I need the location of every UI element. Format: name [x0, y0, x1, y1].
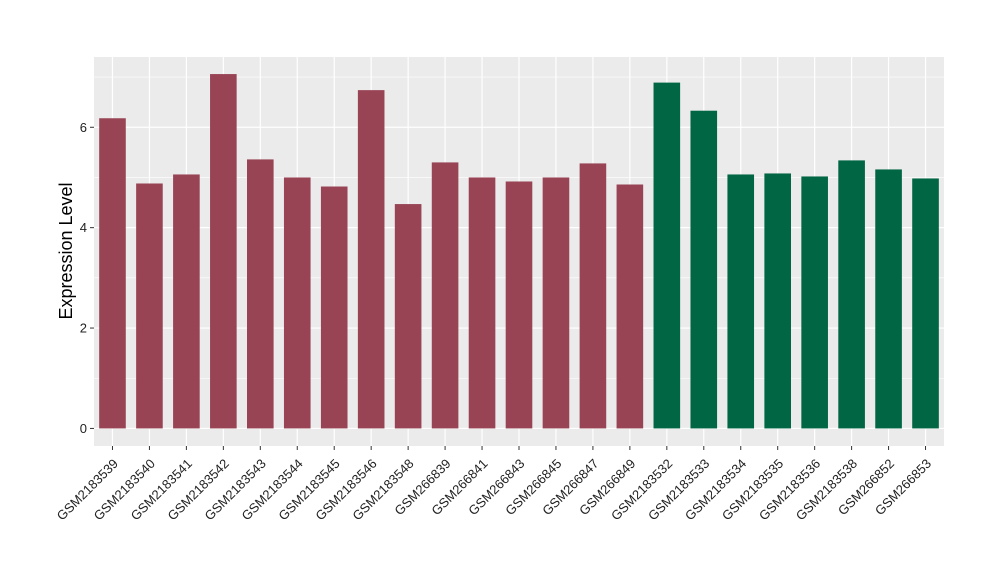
bar-GSM2183546 — [357, 90, 385, 429]
y-tick-label: 4 — [80, 220, 87, 235]
bar-GSM266841 — [468, 177, 496, 429]
bar-GSM2183534 — [727, 174, 755, 429]
bar-GSM2183542 — [210, 74, 237, 429]
bar-GSM2183539 — [99, 118, 126, 429]
bar-GSM2183548 — [394, 204, 422, 429]
bar-GSM2183533 — [690, 110, 718, 429]
y-tick-label: 2 — [80, 321, 87, 336]
bar-GSM266853 — [912, 178, 939, 429]
bar-GSM2183540 — [136, 183, 163, 429]
x-axis: GSM2183539GSM2183540GSM2183541GSM2183542… — [54, 446, 934, 523]
bar-GSM2183545 — [320, 186, 348, 429]
bar-GSM266839 — [431, 162, 459, 429]
y-axis: 0 2 4 6 — [80, 120, 94, 436]
bar-GSM2183538 — [838, 160, 865, 429]
bar-GSM266845 — [542, 177, 570, 429]
bar-GSM2183541 — [173, 174, 200, 429]
bars — [99, 74, 939, 429]
bar-GSM2183543 — [247, 159, 274, 429]
bar-GSM266852 — [875, 169, 902, 429]
bar-GSM266849 — [616, 184, 644, 429]
bar-GSM2183536 — [801, 176, 828, 429]
y-tick-label: 0 — [80, 421, 87, 436]
y-axis-title: Expression Level — [56, 182, 76, 319]
y-tick-label: 6 — [80, 120, 87, 135]
bar-GSM2183535 — [764, 173, 791, 429]
bar-GSM266843 — [505, 181, 533, 429]
bar-GSM2183532 — [653, 82, 681, 429]
bar-GSM2183544 — [283, 177, 311, 429]
bar-GSM266847 — [579, 163, 607, 429]
